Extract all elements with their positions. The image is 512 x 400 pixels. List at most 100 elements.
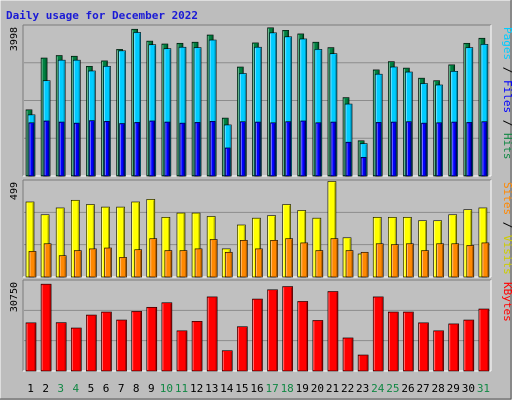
bar-sites-10 [164,250,173,278]
bar-pages-1 [28,122,35,177]
bar-sites-27 [421,250,429,278]
x-tick-label: 28 [432,382,445,395]
bar-pages-26 [406,121,412,177]
legend-segment: Sites [501,182,512,215]
chart-title: Daily usage for December 2022 [6,9,198,22]
bar-kbytes-9 [146,306,158,372]
bar-pages-29 [451,121,458,177]
bar-sites-23 [360,251,369,278]
bar-pages-4 [73,122,80,177]
bar-kbytes-26 [403,311,414,372]
bar-kbytes-20 [312,320,324,372]
bar-sites-24 [375,243,384,278]
bar-kbytes-1 [25,322,37,372]
bar-sites-29 [451,243,460,278]
bar-sites-25 [391,244,399,278]
x-tick-label: 14 [220,382,234,395]
x-tick-label: 18 [281,382,294,395]
x-axis: 1 2 3 4 5 6 7 8 9 10 11 12 13 14 15 16 17 18 19 20 21 22 23 24 2… [27,382,490,395]
x-tick-label: 25 [386,382,399,395]
x-tick-label: 17 [265,382,278,395]
bar-kbytes-11 [176,330,188,372]
x-tick-label: 24 [371,382,385,395]
bar-kbytes-2 [40,283,52,372]
bar-sites-7 [119,257,127,278]
bar-pages-28 [436,122,442,177]
bar-visits-11 [176,212,186,278]
bar-sites-31 [481,242,490,278]
bar-kbytes-16 [252,298,263,372]
legend-label: KBytes [501,282,512,322]
bar-kbytes-23 [357,354,369,372]
x-tick-label: 10 [160,382,173,395]
bar-pages-5 [89,120,95,177]
bar-sites-30 [466,245,475,278]
x-tick-label: 2 [42,382,49,395]
bar-kbytes-15 [237,326,248,372]
bar-sites-19 [300,242,309,278]
ymax-label: 30750 [9,282,20,312]
x-tick-label: 22 [341,382,354,395]
x-tick-label: 8 [133,382,140,395]
x-tick-label: 4 [73,382,80,395]
bar-pages-27 [421,122,427,177]
bar-pages-14 [224,147,231,177]
bar-kbytes-25 [388,311,399,372]
x-tick-label: 21 [326,382,339,395]
x-tick-label: 16 [250,382,263,395]
bar-kbytes-27 [418,322,429,372]
bar-kbytes-19 [297,301,309,372]
x-tick-label: 1 [27,382,34,395]
bar-sites-1 [28,251,37,278]
bar-kbytes-18 [282,286,293,372]
x-tick-label: 15 [235,382,248,395]
legend-segment: / [501,113,512,133]
bar-kbytes-30 [463,319,475,372]
x-tick-label: 6 [103,382,110,395]
legend-segment: Visits [501,235,512,275]
bar-pages-3 [58,121,65,177]
bar-sites-12 [194,248,203,278]
ymax-label: 3998 [9,27,20,51]
bar-pages-21 [330,121,337,177]
bar-kbytes-5 [86,314,97,372]
bar-kbytes-21 [327,291,339,372]
x-tick-label: 13 [205,382,218,395]
panel-hits-files-pages: 3998 Pages / Files / Hits [9,24,512,177]
x-tick-label: 30 [462,382,475,395]
legend-segment: KBytes [501,282,512,322]
bar-sites-15 [240,240,248,278]
bar-pages-24 [375,122,382,177]
bar-pages-6 [104,121,110,177]
bar-kbytes-3 [55,322,67,372]
bar-pages-19 [300,120,307,177]
bar-sites-8 [134,249,142,278]
panel-kbytes: 30750 KBytes [9,279,512,372]
bar-pages-30 [466,122,473,177]
legend-segment: Hits [501,133,512,160]
bar-sites-28 [436,243,444,278]
bar-pages-8 [134,122,140,177]
bar-pages-11 [179,122,186,177]
panel-visits-sites: 499 Sites / Visits [9,179,512,278]
bar-kbytes-13 [206,296,218,372]
x-tick-label: 12 [190,382,203,395]
bar-sites-17 [270,240,278,278]
bar-kbytes-7 [116,319,127,372]
bar-sites-4 [73,250,82,278]
bar-kbytes-12 [191,321,203,372]
bar-pages-9 [149,120,156,177]
x-tick-label: 23 [356,382,369,395]
bar-kbytes-17 [267,289,278,372]
bar-kbytes-10 [161,302,173,372]
x-tick-label: 9 [148,382,155,395]
bar-sites-20 [315,250,324,278]
bar-sites-6 [104,247,112,278]
panels: 3998 Pages / Files / Hits 499 Sites / Visit… [9,24,512,372]
bar-pages-13 [209,121,216,177]
x-tick-label: 7 [118,382,125,395]
legend-segment: Files [501,80,512,113]
bar-sites-18 [285,238,293,278]
bar-sites-3 [58,255,67,278]
